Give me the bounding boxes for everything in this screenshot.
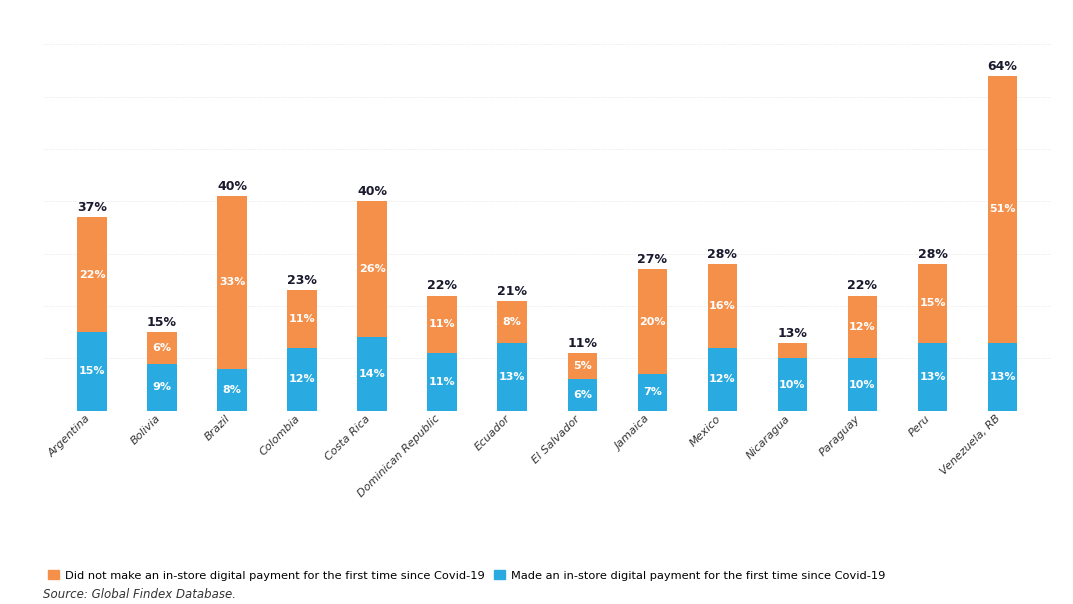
Bar: [498, 301, 527, 342]
Bar: [427, 295, 457, 353]
Bar: [707, 348, 737, 411]
Text: 11%: 11%: [568, 337, 598, 350]
Text: 15%: 15%: [78, 367, 105, 376]
Text: 22%: 22%: [427, 280, 457, 292]
Text: 20%: 20%: [640, 316, 665, 327]
Text: 11%: 11%: [289, 314, 315, 324]
Bar: [288, 291, 317, 348]
Bar: [147, 332, 177, 364]
Text: 12%: 12%: [709, 374, 736, 384]
Bar: [637, 269, 667, 374]
Text: 40%: 40%: [357, 185, 387, 198]
Bar: [917, 342, 947, 411]
Bar: [637, 374, 667, 411]
Text: 64%: 64%: [987, 60, 1017, 72]
Bar: [917, 264, 947, 342]
Text: 13%: 13%: [499, 371, 526, 382]
Text: 11%: 11%: [429, 320, 455, 329]
Text: 13%: 13%: [778, 327, 807, 339]
Bar: [357, 338, 387, 411]
Bar: [147, 364, 177, 411]
Bar: [288, 348, 317, 411]
Text: 8%: 8%: [222, 385, 241, 395]
Text: 13%: 13%: [989, 371, 1016, 382]
Text: 14%: 14%: [358, 369, 385, 379]
Text: 22%: 22%: [78, 269, 105, 280]
Text: 33%: 33%: [219, 277, 246, 288]
Text: 15%: 15%: [147, 316, 177, 329]
Text: 10%: 10%: [849, 379, 876, 390]
Text: 10%: 10%: [779, 379, 806, 390]
Text: 8%: 8%: [503, 316, 521, 327]
Text: 6%: 6%: [573, 390, 591, 400]
Legend: Did not make an in-store digital payment for the first time since Covid-19, Made: Did not make an in-store digital payment…: [43, 565, 890, 585]
Bar: [568, 353, 597, 379]
Bar: [218, 369, 247, 411]
Text: 15%: 15%: [920, 298, 945, 309]
Bar: [848, 295, 877, 358]
Text: 26%: 26%: [358, 265, 385, 274]
Bar: [988, 342, 1017, 411]
Bar: [218, 196, 247, 369]
Text: 22%: 22%: [848, 280, 878, 292]
Text: 6%: 6%: [152, 343, 172, 353]
Bar: [988, 76, 1017, 342]
Text: Source: Global Findex Database.: Source: Global Findex Database.: [43, 588, 236, 601]
Bar: [778, 358, 807, 411]
Text: 28%: 28%: [707, 248, 737, 261]
Bar: [427, 353, 457, 411]
Text: 13%: 13%: [920, 371, 945, 382]
Text: 11%: 11%: [429, 377, 455, 387]
Text: 9%: 9%: [152, 382, 172, 392]
Text: 27%: 27%: [637, 253, 667, 266]
Text: 23%: 23%: [288, 274, 317, 287]
Text: 16%: 16%: [709, 301, 736, 311]
Text: 51%: 51%: [989, 204, 1016, 214]
Bar: [848, 358, 877, 411]
Bar: [778, 342, 807, 358]
Text: 12%: 12%: [849, 322, 876, 332]
Bar: [77, 332, 106, 411]
Bar: [357, 201, 387, 338]
Text: 40%: 40%: [217, 180, 247, 193]
Text: 5%: 5%: [573, 361, 591, 371]
Text: 7%: 7%: [643, 387, 662, 397]
Text: 21%: 21%: [497, 284, 527, 298]
Text: 12%: 12%: [289, 374, 315, 384]
Text: 37%: 37%: [77, 201, 107, 214]
Bar: [77, 217, 106, 332]
Bar: [498, 342, 527, 411]
Bar: [568, 379, 597, 411]
Bar: [707, 264, 737, 348]
Text: 28%: 28%: [917, 248, 947, 261]
